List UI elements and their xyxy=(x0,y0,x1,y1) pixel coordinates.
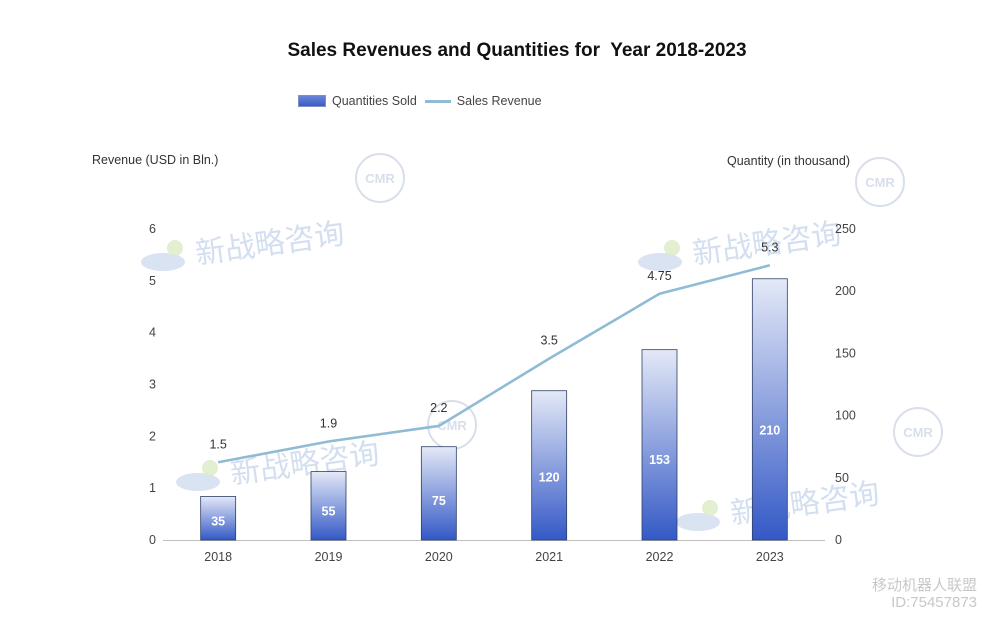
right-axis-title: Quantity (in thousand) xyxy=(727,154,850,168)
line-data-label: 5.3 xyxy=(761,240,778,254)
bar-data-label: 210 xyxy=(759,423,780,437)
watermark-dot-icon xyxy=(167,240,183,256)
bar-data-label: 120 xyxy=(539,470,560,484)
left-tick-label: 2 xyxy=(149,429,156,443)
x-tick-label: 2018 xyxy=(204,550,232,564)
x-tick-label: 2019 xyxy=(315,550,343,564)
x-tick-label: 2022 xyxy=(646,550,674,564)
right-tick-label: 200 xyxy=(835,284,856,298)
chart-legend: Quantities Sold Sales Revenue xyxy=(298,94,542,108)
watermark-badge-icon xyxy=(355,153,405,203)
left-tick-label: 1 xyxy=(149,481,156,495)
watermark-logo-icon xyxy=(176,473,220,491)
watermark-logo-icon xyxy=(638,253,682,271)
bar-data-label: 55 xyxy=(322,504,336,518)
line-data-label: 4.75 xyxy=(647,269,671,283)
watermark-badge-icon xyxy=(893,407,943,457)
line-layer: 1.5 1.9 2.2 3.5 4.75 5.3 xyxy=(209,240,779,464)
bar-data-label: 35 xyxy=(211,515,225,529)
right-tick-label: 50 xyxy=(835,471,849,485)
legend-swatch-bar xyxy=(298,95,326,107)
left-tick-label: 4 xyxy=(149,326,156,340)
bar-data-label: 153 xyxy=(649,453,670,467)
x-tick-label: 2021 xyxy=(535,550,563,564)
watermark-badge-text: CMR xyxy=(865,175,895,190)
right-tick-label: 250 xyxy=(835,222,856,236)
legend-swatch-line xyxy=(424,99,451,103)
bar xyxy=(641,349,678,541)
axes-layer: 0 1 2 3 4 5 6 0 50 100 150 200 250 2018 2019 2020 2021 20… xyxy=(149,222,856,564)
bars-layer: 35 55 75 120 153 210 xyxy=(200,278,788,541)
chart-title: Sales Revenues and Quantities for Year 2… xyxy=(287,40,747,61)
left-tick-label: 3 xyxy=(149,378,156,392)
bar xyxy=(531,390,568,541)
left-axis-title: Revenue (USD in Bln.) xyxy=(92,153,219,167)
watermark-badge-icon xyxy=(855,157,905,207)
watermark-text: 新战略咨询 xyxy=(193,216,346,272)
watermark-dot-icon xyxy=(664,240,680,256)
watermark-text: 新战略咨询 xyxy=(728,476,881,532)
footer-id: ID:75457873 xyxy=(891,594,977,611)
right-tick-label: 0 xyxy=(835,533,842,547)
line-data-label: 1.5 xyxy=(209,437,226,451)
watermark-dot-icon xyxy=(702,500,718,516)
bar xyxy=(310,471,347,541)
revenue-line xyxy=(217,264,771,464)
watermark-dot-icon xyxy=(202,460,218,476)
legend-label-quantities: Quantities Sold xyxy=(332,94,417,108)
bar-data-label: 75 xyxy=(432,494,446,508)
line-data-label: 1.9 xyxy=(320,417,337,431)
watermark-badge-text: CMR xyxy=(903,425,933,440)
bar xyxy=(200,496,237,541)
footer-brand: 移动机器人联盟 xyxy=(871,577,977,594)
legend-label-revenue: Sales Revenue xyxy=(456,94,542,108)
watermark-logo-icon xyxy=(676,513,720,531)
left-tick-label: 0 xyxy=(149,533,156,547)
x-tick-label: 2020 xyxy=(425,550,453,564)
left-tick-label: 5 xyxy=(149,274,156,288)
right-tick-label: 100 xyxy=(835,409,856,423)
watermark-badge-text: CMR xyxy=(365,171,395,186)
right-tick-label: 150 xyxy=(835,346,856,360)
watermark-logo-icon xyxy=(141,253,185,271)
line-data-label: 3.5 xyxy=(540,334,557,348)
bar xyxy=(751,278,788,541)
left-tick-label: 6 xyxy=(149,222,156,236)
x-tick-label: 2023 xyxy=(756,550,784,564)
bar xyxy=(420,446,457,541)
line-data-label: 2.2 xyxy=(430,401,447,415)
